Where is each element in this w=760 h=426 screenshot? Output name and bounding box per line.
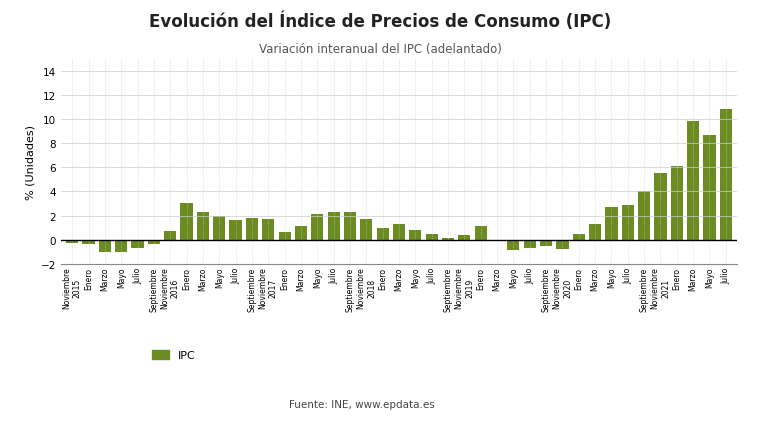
Bar xyxy=(66,240,78,244)
Bar xyxy=(720,110,732,240)
Bar xyxy=(703,135,716,240)
Bar xyxy=(572,234,585,240)
Bar xyxy=(278,233,291,240)
Bar xyxy=(115,240,128,252)
Bar xyxy=(230,221,242,240)
Bar xyxy=(328,213,340,240)
Bar xyxy=(458,235,470,240)
Bar xyxy=(262,220,274,240)
Bar xyxy=(295,227,307,240)
Bar xyxy=(687,122,699,240)
Bar xyxy=(99,240,111,252)
Y-axis label: % (Unidades): % (Unidades) xyxy=(25,124,35,199)
Bar xyxy=(605,207,618,240)
Bar xyxy=(540,240,553,246)
Bar xyxy=(376,228,389,240)
Bar xyxy=(589,225,601,240)
Bar xyxy=(474,227,487,240)
Bar xyxy=(360,220,372,240)
Bar xyxy=(147,240,160,245)
Bar xyxy=(622,205,634,240)
Text: Variación interanual del IPC (adelantado): Variación interanual del IPC (adelantado… xyxy=(258,43,502,55)
Bar xyxy=(654,174,667,240)
Bar xyxy=(393,225,405,240)
Bar xyxy=(344,213,356,240)
Bar xyxy=(524,240,536,248)
Text: Evolución del Índice de Precios de Consumo (IPC): Evolución del Índice de Precios de Consu… xyxy=(149,13,611,31)
Bar xyxy=(442,239,454,240)
Bar xyxy=(131,240,144,248)
Bar xyxy=(164,232,176,240)
Bar xyxy=(638,192,651,240)
Bar xyxy=(213,216,226,240)
Bar xyxy=(311,215,324,240)
Legend: IPC: IPC xyxy=(147,345,200,365)
Text: Fuente: INE, www.epdata.es: Fuente: INE, www.epdata.es xyxy=(289,399,435,409)
Bar xyxy=(180,204,193,240)
Bar xyxy=(507,240,520,251)
Bar xyxy=(426,234,438,240)
Bar xyxy=(409,230,422,240)
Bar xyxy=(197,213,209,240)
Bar xyxy=(556,240,568,250)
Bar xyxy=(245,219,258,240)
Bar xyxy=(670,167,683,240)
Bar xyxy=(82,240,95,245)
